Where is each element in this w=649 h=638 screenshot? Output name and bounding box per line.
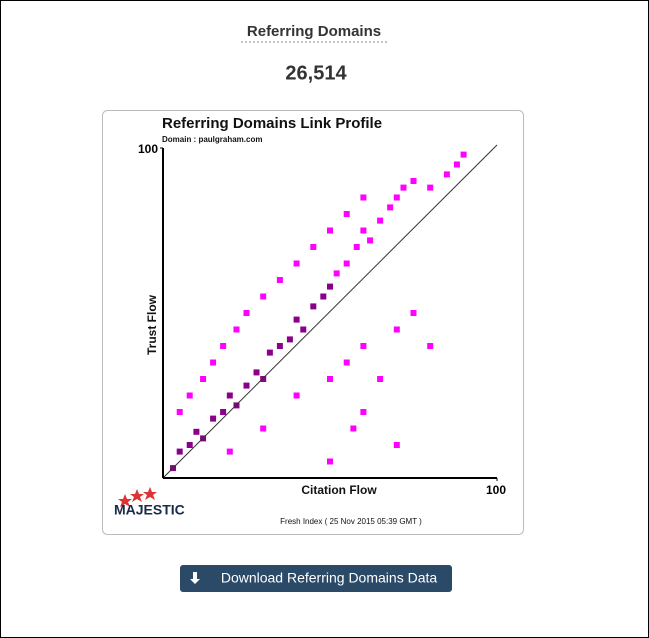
logo-text: MAJESTIC (114, 502, 185, 518)
point (327, 376, 333, 382)
point (393, 194, 400, 201)
point (360, 227, 367, 234)
point (320, 293, 327, 300)
star (143, 487, 157, 500)
point (186, 442, 193, 448)
point (276, 343, 283, 349)
point (343, 359, 350, 366)
x-axis-label: Citation Flow (301, 483, 377, 497)
point (186, 392, 193, 399)
point (310, 303, 317, 310)
point (387, 204, 394, 211)
point (176, 448, 183, 455)
download-icon (190, 572, 200, 584)
point (276, 277, 283, 283)
point (327, 458, 333, 465)
point (410, 178, 417, 184)
point (377, 217, 384, 224)
point (176, 409, 183, 415)
point (200, 376, 207, 382)
chart-box (102, 110, 524, 535)
point (210, 359, 217, 366)
point (360, 409, 367, 415)
point (453, 161, 460, 168)
point (233, 326, 240, 333)
point (210, 415, 217, 422)
point (427, 184, 434, 191)
point (343, 211, 350, 217)
point (226, 448, 233, 455)
button-bg[interactable] (180, 565, 452, 592)
point (220, 343, 227, 349)
point (443, 171, 450, 178)
section-title: Referring Domains (247, 23, 381, 40)
point (293, 260, 300, 267)
point (220, 409, 227, 415)
point (310, 244, 317, 250)
point (327, 283, 333, 290)
point (260, 376, 267, 382)
x-tick-label: 100 (486, 483, 506, 497)
point (260, 293, 267, 300)
star (130, 489, 144, 502)
point (353, 244, 360, 250)
point (327, 227, 333, 234)
point (300, 326, 307, 333)
point (293, 316, 300, 323)
point (393, 326, 400, 333)
point (266, 349, 273, 356)
point (360, 343, 367, 349)
logo: MAJESTIC (114, 487, 185, 518)
download-button[interactable]: Download Referring Domains Data (180, 565, 452, 592)
point (400, 184, 407, 191)
y-axis-label: Trust Flow (145, 294, 159, 355)
point (260, 425, 267, 432)
point (293, 392, 300, 399)
point (253, 369, 260, 376)
point (343, 260, 350, 267)
chart-subtitle: Domain : paulgraham.com (162, 135, 262, 144)
y-tick-label: 100 (138, 142, 158, 156)
point (350, 425, 357, 432)
point (193, 428, 200, 435)
point (367, 237, 374, 244)
point (243, 310, 250, 316)
point (377, 376, 384, 382)
point (226, 392, 233, 399)
point (360, 194, 367, 201)
star (118, 494, 132, 507)
note: Fresh Index ( 25 Nov 2015 05:39 GMT ) (280, 517, 422, 526)
point (393, 442, 400, 448)
point (243, 382, 250, 389)
chart-title: Referring Domains Link Profile (162, 115, 382, 132)
count: 26,514 (285, 62, 347, 84)
diagonal (162, 144, 498, 479)
point (286, 336, 293, 343)
point (460, 151, 467, 158)
point (410, 310, 417, 316)
point (427, 343, 434, 349)
button-label[interactable]: Download Referring Domains Data (221, 570, 438, 586)
point (333, 270, 340, 277)
